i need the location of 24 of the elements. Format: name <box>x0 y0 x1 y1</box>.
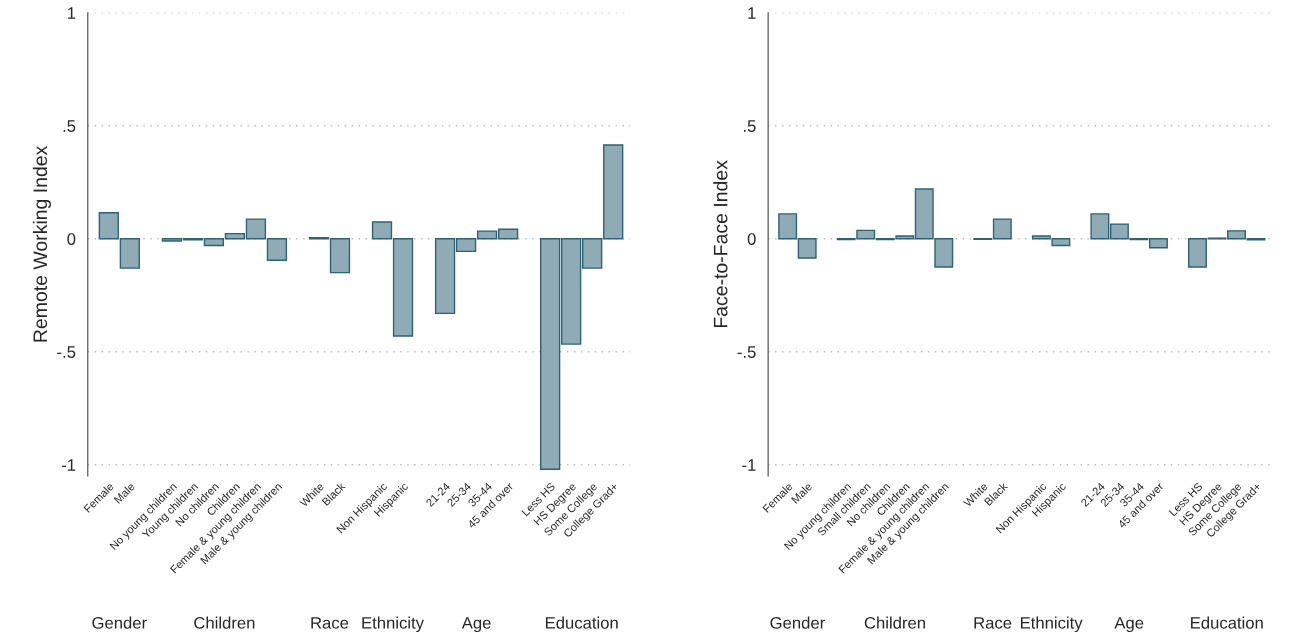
text: Children <box>864 616 925 629</box>
y-tick-label: 0 <box>747 233 756 245</box>
y-tick-label: .5 <box>63 120 76 132</box>
text: Gender <box>770 616 825 629</box>
text: Age <box>1114 617 1144 633</box>
text: Race <box>974 617 1012 629</box>
y-tick-label: 0 <box>67 233 76 245</box>
text: Education <box>1191 616 1263 629</box>
y-axis-title: Remote Working Index <box>32 145 51 342</box>
text: Ethnicity <box>362 616 424 633</box>
text: Age <box>461 617 491 633</box>
text: Ethnicity <box>1020 616 1083 633</box>
text: Gender <box>92 616 147 629</box>
text: Children <box>194 616 255 629</box>
y-tick-label: .5 <box>743 120 756 132</box>
text: Education <box>545 616 618 629</box>
y-tick-label: -.5 <box>57 346 76 358</box>
y-tick-label: 1 <box>67 7 76 19</box>
text: Race <box>311 617 349 629</box>
y-tick-label: -.5 <box>737 346 756 358</box>
y-tick-label: -1 <box>61 459 76 471</box>
y-axis-title: Face-to-Face Index <box>713 160 728 328</box>
y-tick-label: 1 <box>748 7 756 19</box>
y-tick-label: -1 <box>742 459 756 471</box>
